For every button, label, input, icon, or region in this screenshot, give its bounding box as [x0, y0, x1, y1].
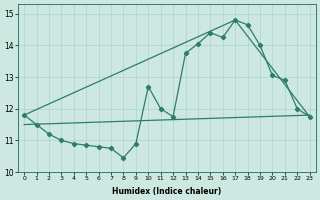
X-axis label: Humidex (Indice chaleur): Humidex (Indice chaleur)	[112, 187, 221, 196]
